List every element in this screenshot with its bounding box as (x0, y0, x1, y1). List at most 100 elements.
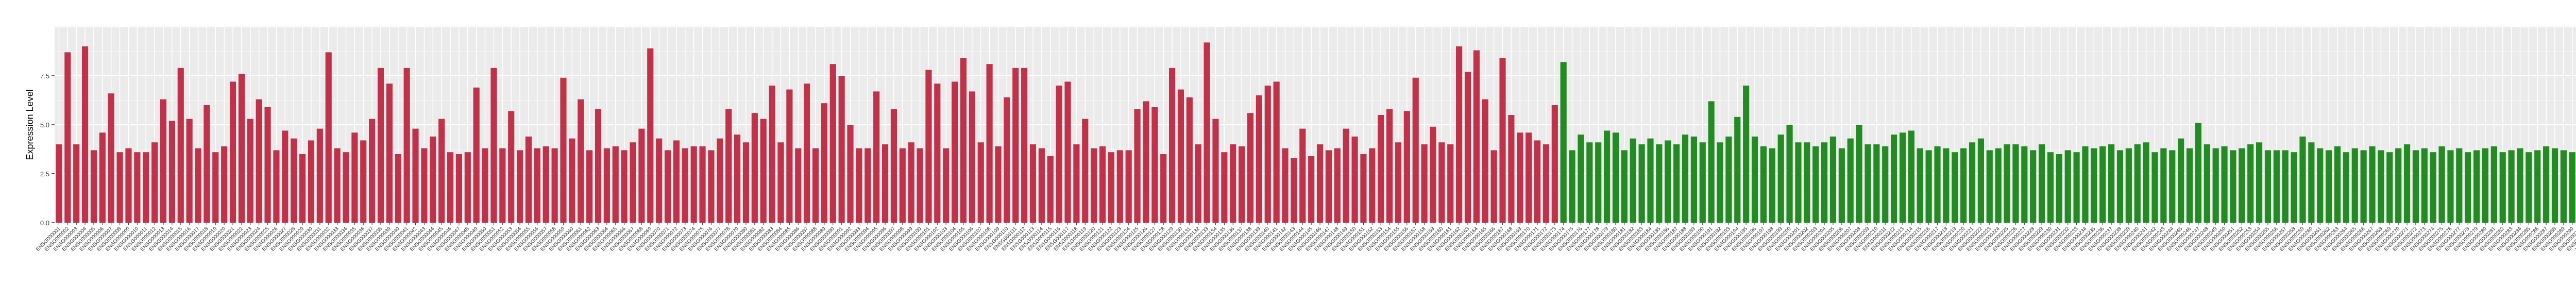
bar-ENSG000125 (1134, 109, 1141, 223)
y-axis-ticks: 0.0 2.5 5.0 7.5 (40, 72, 55, 227)
bar-ENSG000043 (421, 148, 428, 223)
bar-ENSG000164 (1473, 50, 1480, 223)
bar-ENSG000218 (1943, 148, 1950, 223)
bar-ENSG000269 (2386, 152, 2393, 223)
bar-ENSG000058 (551, 148, 558, 223)
bar-ENSG000089 (821, 103, 827, 223)
bar-ENSG000185 (1656, 144, 1663, 223)
bar-ENSG000243 (2160, 148, 2167, 223)
bar-ENSG000051 (490, 68, 497, 223)
bar-ENSG000054 (517, 150, 523, 223)
bar-ENSG000099 (908, 142, 914, 223)
bar-ENSG000175 (1569, 150, 1575, 223)
bar-ENSG000290 (2569, 152, 2575, 223)
bar-ENSG000053 (508, 111, 515, 223)
bar-ENSG000041 (403, 68, 410, 223)
y-tick-label: 2.5 (40, 170, 49, 178)
bar-ENSG000044 (430, 136, 436, 223)
bar-ENSG000137 (1239, 146, 1245, 223)
bar-ENSG000224 (1995, 148, 2002, 223)
bar-ENSG000145 (1308, 156, 1315, 223)
y-tick-label: 7.5 (40, 72, 49, 80)
bar-ENSG000274 (2430, 152, 2436, 223)
bar-ENSG000117 (1064, 81, 1071, 223)
bar-ENSG000284 (2517, 148, 2523, 223)
bar-ENSG000192 (1717, 142, 1723, 223)
bar-ENSG000138 (1247, 113, 1254, 223)
bar-ENSG000065 (612, 146, 619, 223)
bar-ENSG000267 (2369, 146, 2376, 223)
bar-ENSG000139 (1256, 95, 1262, 223)
bars-group (56, 42, 2575, 223)
bar-ENSG000254 (2256, 142, 2263, 223)
bar-ENSG000181 (1621, 150, 1628, 223)
bar-ENSG000182 (1630, 138, 1636, 223)
bar-ENSG000286 (2534, 150, 2541, 223)
bar-ENSG000080 (742, 142, 750, 223)
bar-ENSG000162 (1456, 46, 1463, 223)
bar-ENSG000019 (212, 152, 219, 223)
bar-ENSG000151 (1360, 154, 1367, 223)
bar-ENSG000018 (204, 105, 210, 223)
bar-ENSG000193 (1725, 136, 1732, 223)
bar-ENSG000173 (1551, 105, 1558, 223)
bar-ENSG000006 (99, 132, 106, 223)
bar-ENSG000217 (1934, 146, 1941, 223)
bar-ENSG000280 (2482, 148, 2489, 223)
bar-ENSG000101 (925, 70, 932, 223)
bar-ENSG000203 (1812, 146, 1819, 223)
bar-ENSG000122 (1108, 152, 1114, 223)
bar-ENSG000179 (1604, 130, 1611, 223)
bar-ENSG000231 (2056, 154, 2062, 223)
bar-ENSG000289 (2560, 150, 2567, 223)
bar-ENSG000169 (1517, 132, 1523, 223)
bar-ENSG000201 (1795, 142, 1802, 223)
bar-ENSG000281 (2490, 146, 2497, 223)
bar-ENSG000279 (2473, 150, 2480, 223)
bar-ENSG000226 (2012, 144, 2019, 223)
bar-ENSG000270 (2395, 148, 2402, 223)
bar-ENSG000123 (1116, 150, 1123, 223)
bar-ENSG000160 (1438, 142, 1445, 223)
bar-ENSG000115 (1047, 156, 1054, 223)
bar-ENSG000109 (995, 146, 1002, 223)
bar-ENSG000163 (1464, 72, 1471, 223)
bar-ENSG000285 (2526, 152, 2532, 223)
bar-ENSG000042 (412, 128, 419, 223)
bar-ENSG000165 (1482, 99, 1488, 223)
bar-ENSG000113 (1029, 144, 1037, 223)
bar-ENSG000129 (1169, 68, 1176, 223)
bar-ENSG000230 (2047, 152, 2054, 223)
bar-ENSG000045 (438, 119, 445, 223)
bar-ENSG000229 (2039, 144, 2045, 223)
bar-ENSG000195 (1743, 86, 1750, 223)
bar-ENSG000021 (229, 81, 236, 223)
bar-ENSG000040 (395, 154, 401, 223)
bar-ENSG000134 (1212, 119, 1219, 223)
bar-ENSG000278 (2465, 152, 2471, 223)
bar-ENSG000056 (534, 148, 540, 223)
bar-ENSG000235 (2091, 148, 2097, 223)
bar-ENSG000023 (247, 119, 253, 223)
bar-ENSG000016 (186, 119, 193, 223)
bar-ENSG000215 (1917, 148, 1923, 223)
bar-ENSG000200 (1786, 125, 1793, 223)
bar-ENSG000038 (377, 68, 384, 223)
bar-ENSG000096 (882, 144, 889, 223)
bar-ENSG000036 (360, 140, 367, 223)
bar-ENSG000264 (2343, 152, 2349, 223)
bar-ENSG000172 (1543, 144, 1549, 223)
bar-ENSG000174 (1560, 62, 1567, 223)
bar-ENSG000233 (2073, 152, 2080, 223)
bar-ENSG000223 (1986, 150, 1993, 223)
bar-ENSG000059 (560, 77, 567, 223)
bar-ENSG000062 (586, 150, 593, 223)
bar-ENSG000077 (717, 138, 723, 223)
bar-ENSG000020 (221, 146, 228, 223)
bar-ENSG000012 (151, 142, 158, 223)
bar-ENSG000255 (2264, 150, 2272, 223)
bar-ENSG000146 (1316, 144, 1324, 223)
bar-ENSG000037 (369, 119, 376, 223)
bar-ENSG000013 (160, 99, 167, 223)
bar-ENSG000087 (804, 84, 810, 223)
